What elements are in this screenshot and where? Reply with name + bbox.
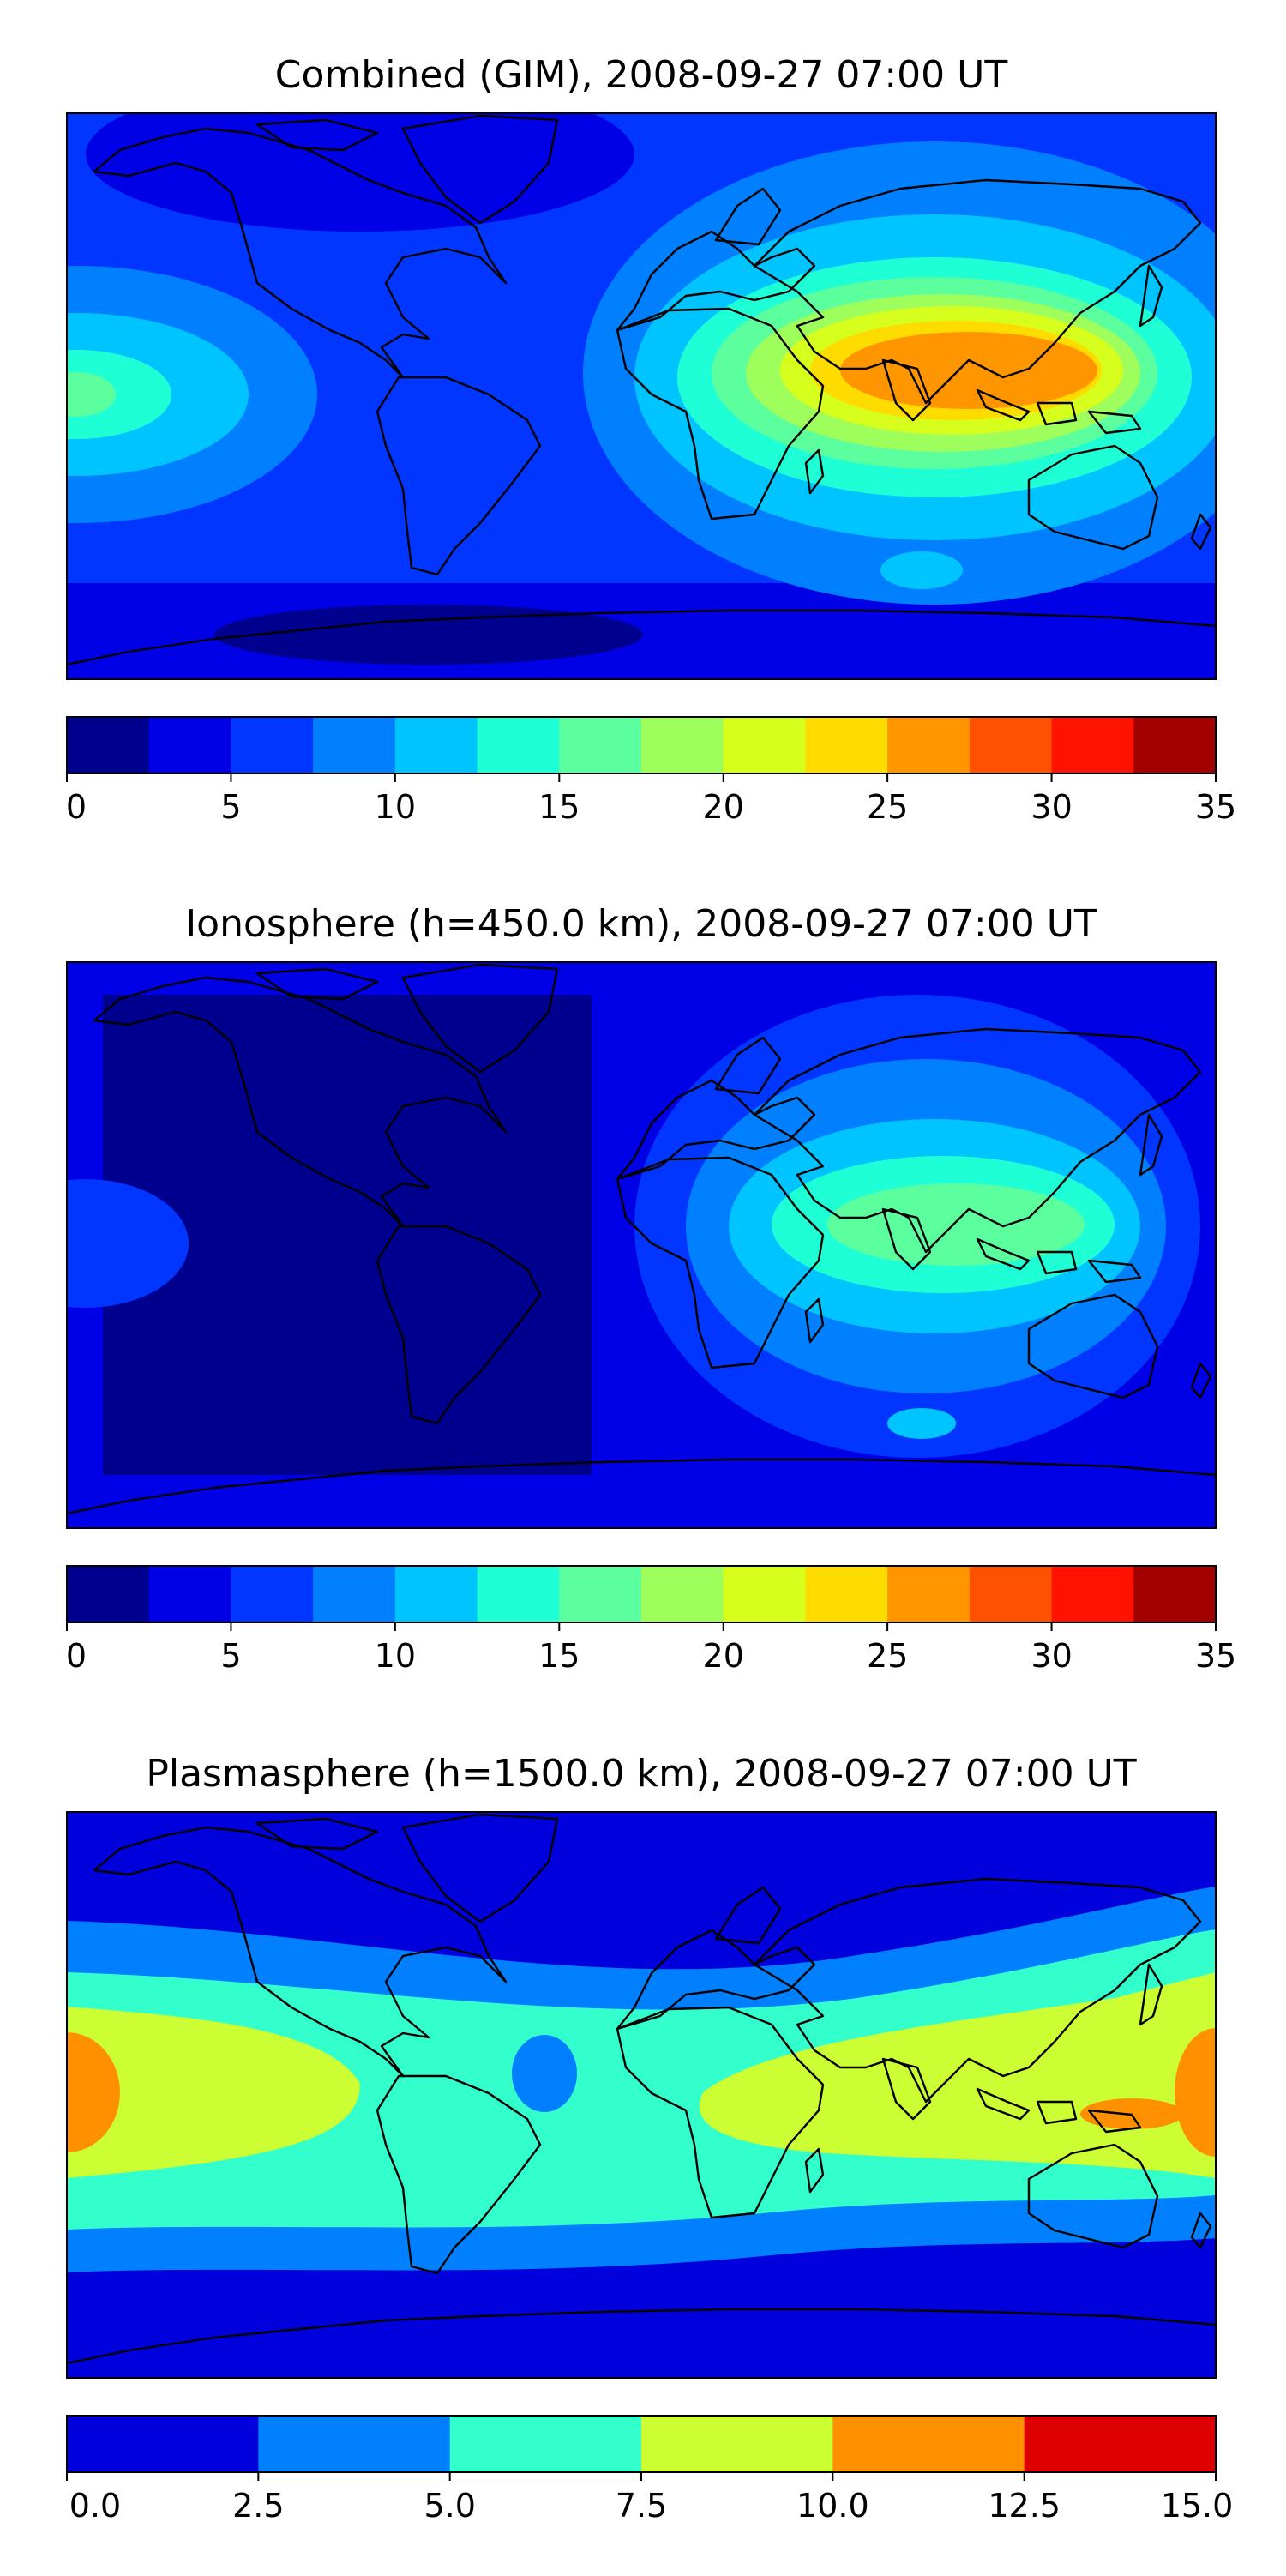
colorbar-1-tick-label-3: 15 (538, 788, 580, 826)
panel-1-field-antarctic-min (214, 605, 643, 665)
panel-2-colorbar: 0 5 10 15 20 25 30 35 (66, 1565, 1236, 1675)
colorbar-1-tick-label-0: 0 (66, 788, 87, 826)
colorbar-1-segment-7 (641, 717, 724, 773)
panel-3-field-east-max (1175, 2028, 1216, 2157)
colorbar-2-tick-label-0: 0 (66, 1637, 87, 1675)
panel-3-map (66, 1811, 1217, 2379)
colorbar-2-segment-8 (723, 1566, 806, 1622)
panel-1-map (66, 112, 1217, 680)
colorbar-1-segment-9 (805, 717, 888, 773)
colorbar-2-tick-label-1: 5 (220, 1637, 241, 1675)
panel-1-field-day-8 (840, 332, 1097, 409)
colorbar-2-segment-0 (67, 1566, 150, 1622)
panel-1-field-arctic-min (86, 113, 634, 232)
colorbar-3-tick-label-5: 12.5 (988, 2487, 1061, 2525)
colorbar-1-segment-10 (887, 717, 971, 773)
colorbar-3-segment-1 (258, 2416, 451, 2472)
colorbar-3-tick-label-6: 15.0 (1161, 2487, 1234, 2525)
panel-2-field-south-patch (887, 1408, 956, 1439)
colorbar-1-segment-3 (313, 717, 396, 773)
colorbar-2-segment-11 (969, 1566, 1053, 1622)
colorbar-1-tick-label-7: 35 (1195, 788, 1236, 826)
colorbar-1-segment-2 (231, 717, 314, 773)
colorbar-2-segment-10 (887, 1566, 971, 1622)
colorbar-3-segment-3 (641, 2416, 833, 2472)
colorbar-1-segment-5 (477, 717, 560, 773)
colorbar-3-tick-label-4: 10.0 (796, 2487, 869, 2525)
colorbar-3-tick-label-0: 0.0 (69, 2487, 121, 2525)
colorbar-2-segment-1 (148, 1566, 231, 1622)
colorbar-3-tick-label-1: 2.5 (232, 2487, 284, 2525)
colorbar-3-segment-0 (67, 2416, 259, 2472)
colorbar-2-segment-6 (559, 1566, 642, 1622)
colorbar-1-segment-11 (969, 717, 1053, 773)
panel-3-title: Plasmasphere (h=1500.0 km), 2008-09-27 0… (146, 1752, 1136, 1796)
panel-3-field-south-america-low (512, 2035, 577, 2112)
colorbar-3-segment-5 (1024, 2416, 1217, 2472)
colorbar-1-segment-6 (559, 717, 642, 773)
panel-1-field-pacific-c (67, 350, 171, 439)
colorbar-1-tick-label-5: 25 (867, 788, 908, 826)
colorbar-1-tick-label-6: 30 (1031, 788, 1072, 826)
colorbar-3-segment-4 (832, 2416, 1025, 2472)
colorbar-1-tick-label-4: 20 (703, 788, 744, 826)
panel-3-field-band-inner-east (699, 1972, 1216, 2178)
panel-3-field-band-inner (67, 2007, 360, 2178)
panel-2-frame (66, 961, 1217, 1529)
colorbar-2-segment-13 (1133, 1566, 1217, 1622)
colorbar-3-tick-label-3: 7.5 (616, 2487, 667, 2525)
colorbar-2-tick-label-5: 25 (867, 1637, 908, 1675)
panel-2-field-night (103, 995, 592, 1475)
colorbar-1-segment-8 (723, 717, 806, 773)
colorbar-1-segment-4 (394, 717, 478, 773)
colorbar-2-segment-2 (231, 1566, 314, 1622)
panel-1-field-pacific-d (67, 372, 116, 417)
colorbar-2-tick-label-7: 35 (1195, 1637, 1236, 1675)
colorbar-1-tick-label-2: 10 (375, 788, 416, 826)
colorbar-2-tick-label-4: 20 (703, 1637, 744, 1675)
colorbar-2-tick-label-6: 30 (1031, 1637, 1072, 1675)
panel-2-map (66, 961, 1217, 1529)
panel-1-frame (66, 112, 1217, 680)
panel-1-title: Combined (GIM), 2008-09-27 07:00 UT (275, 53, 1008, 97)
colorbar-2-segment-12 (1051, 1566, 1134, 1622)
colorbar-2-segment-7 (641, 1566, 724, 1622)
colorbar-2-segment-9 (805, 1566, 888, 1622)
colorbar-1-segment-1 (148, 717, 231, 773)
panel-3-field-pacific-max (67, 2032, 120, 2152)
colorbar-2-segment-3 (313, 1566, 396, 1622)
panel-2-field-day-5 (827, 1183, 1085, 1266)
colorbar-1-segment-0 (67, 717, 150, 773)
panel-1-colorbar: 0 5 10 15 20 25 30 35 (66, 716, 1236, 826)
colorbar-1-segment-13 (1133, 717, 1217, 773)
panel-3-colorbar: 0.0 2.5 5.0 7.5 10.0 12.5 15.0 (66, 2415, 1234, 2525)
panel-1-field-south-patch (880, 551, 963, 589)
colorbar-3-tick-label-2: 5.0 (424, 2487, 475, 2525)
colorbar-2-segment-4 (394, 1566, 478, 1622)
panel-2-title: Ionosphere (h=450.0 km), 2008-09-27 07:0… (185, 902, 1097, 946)
panel-3-frame (66, 1811, 1217, 2379)
colorbar-2-tick-label-3: 15 (538, 1637, 580, 1675)
colorbar-2-tick-label-2: 10 (375, 1637, 416, 1675)
colorbar-1-tick-label-1: 5 (220, 788, 241, 826)
colorbar-2-segment-5 (477, 1566, 560, 1622)
colorbar-1-segment-12 (1051, 717, 1134, 773)
panel-2-field-west-pacific (67, 1179, 189, 1308)
colorbar-3-segment-2 (449, 2416, 642, 2472)
